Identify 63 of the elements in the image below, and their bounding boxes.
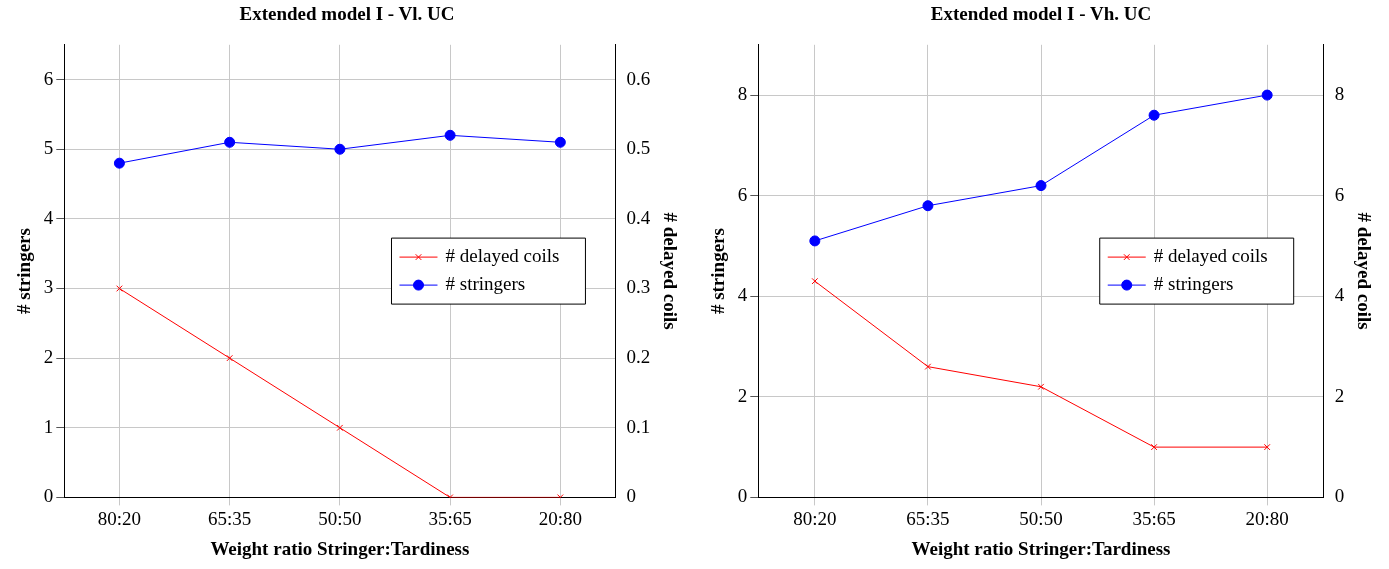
x-tick-label: 65:35: [906, 507, 950, 529]
y2-axis-title: # delayed coils: [1353, 212, 1375, 330]
x-tick-label: 50:50: [1019, 507, 1063, 529]
point: [226, 354, 233, 362]
point: [809, 235, 821, 247]
y-axis-title: # stringers: [13, 228, 35, 315]
y2-tick-label: 0: [626, 485, 636, 507]
point: [1035, 180, 1047, 192]
x-tick-label: 50:50: [318, 507, 362, 529]
y-tick-label: 2: [737, 384, 748, 406]
y-tick-label: 4: [43, 206, 54, 228]
x-tick-label: 20:80: [538, 507, 582, 529]
legend-label: # stringers: [1153, 273, 1234, 295]
y-tick-label: 5: [43, 137, 54, 159]
y2-axis-title: # delayed coils: [659, 212, 681, 330]
point: [334, 143, 346, 155]
point: [113, 157, 125, 169]
y-tick-label: 0: [43, 485, 54, 507]
point: [444, 129, 456, 141]
point: [1150, 443, 1158, 451]
y2-tick-label: 0.2: [626, 346, 651, 368]
chart-title: Extended model I - Vl. UC: [239, 3, 455, 25]
y-axis-title: # stringers: [707, 228, 729, 315]
point: [1148, 109, 1160, 121]
y-tick-label: 8: [737, 83, 748, 105]
y2-tick-label: 0.4: [626, 206, 651, 228]
y2-tick-label: 0.6: [626, 67, 651, 89]
x-axis-title: Weight ratio Stringer:Tardiness: [210, 537, 470, 559]
y-tick-label: 2: [43, 346, 54, 368]
point: [554, 136, 566, 148]
y-tick-label: 1: [43, 415, 54, 437]
x-tick-label: 80:20: [97, 507, 142, 529]
point: [1263, 443, 1271, 451]
point: [924, 363, 932, 370]
point: [1261, 89, 1273, 101]
y2-tick-label: 8: [1334, 83, 1345, 105]
point: [811, 277, 819, 285]
y2-tick-label: 6: [1334, 183, 1345, 205]
chart-title: Extended model I - Vh. UC: [930, 3, 1152, 25]
x-tick-label: 80:20: [793, 507, 837, 529]
y-tick-label: 3: [43, 276, 54, 298]
y-tick-label: 0: [737, 485, 748, 507]
y-tick-label: 6: [737, 183, 748, 205]
y2-tick-label: 4: [1334, 284, 1345, 306]
legend-label: # stringers: [445, 273, 526, 295]
point: [336, 424, 344, 432]
x-tick-label: 65:35: [208, 507, 252, 529]
point: [1037, 383, 1045, 391]
y2-tick-label: 0.3: [626, 276, 651, 298]
x-tick-label: 35:65: [1132, 507, 1176, 529]
x-tick-label: 20:80: [1245, 507, 1289, 529]
y2-tick-label: 0.1: [626, 415, 651, 437]
y2-tick-label: 0: [1334, 485, 1345, 507]
y-tick-label: 6: [43, 67, 54, 89]
y2-tick-label: 2: [1334, 384, 1345, 406]
legend-label: # delayed coils: [445, 245, 560, 267]
y2-tick-label: 0.5: [626, 137, 651, 159]
y-tick-label: 4: [737, 284, 748, 306]
legend-label: # delayed coils: [1153, 245, 1268, 267]
point: [224, 136, 236, 148]
point: [922, 200, 934, 212]
x-tick-label: 35:65: [428, 507, 472, 529]
x-axis-title: Weight ratio Stringer:Tardiness: [911, 537, 1171, 559]
